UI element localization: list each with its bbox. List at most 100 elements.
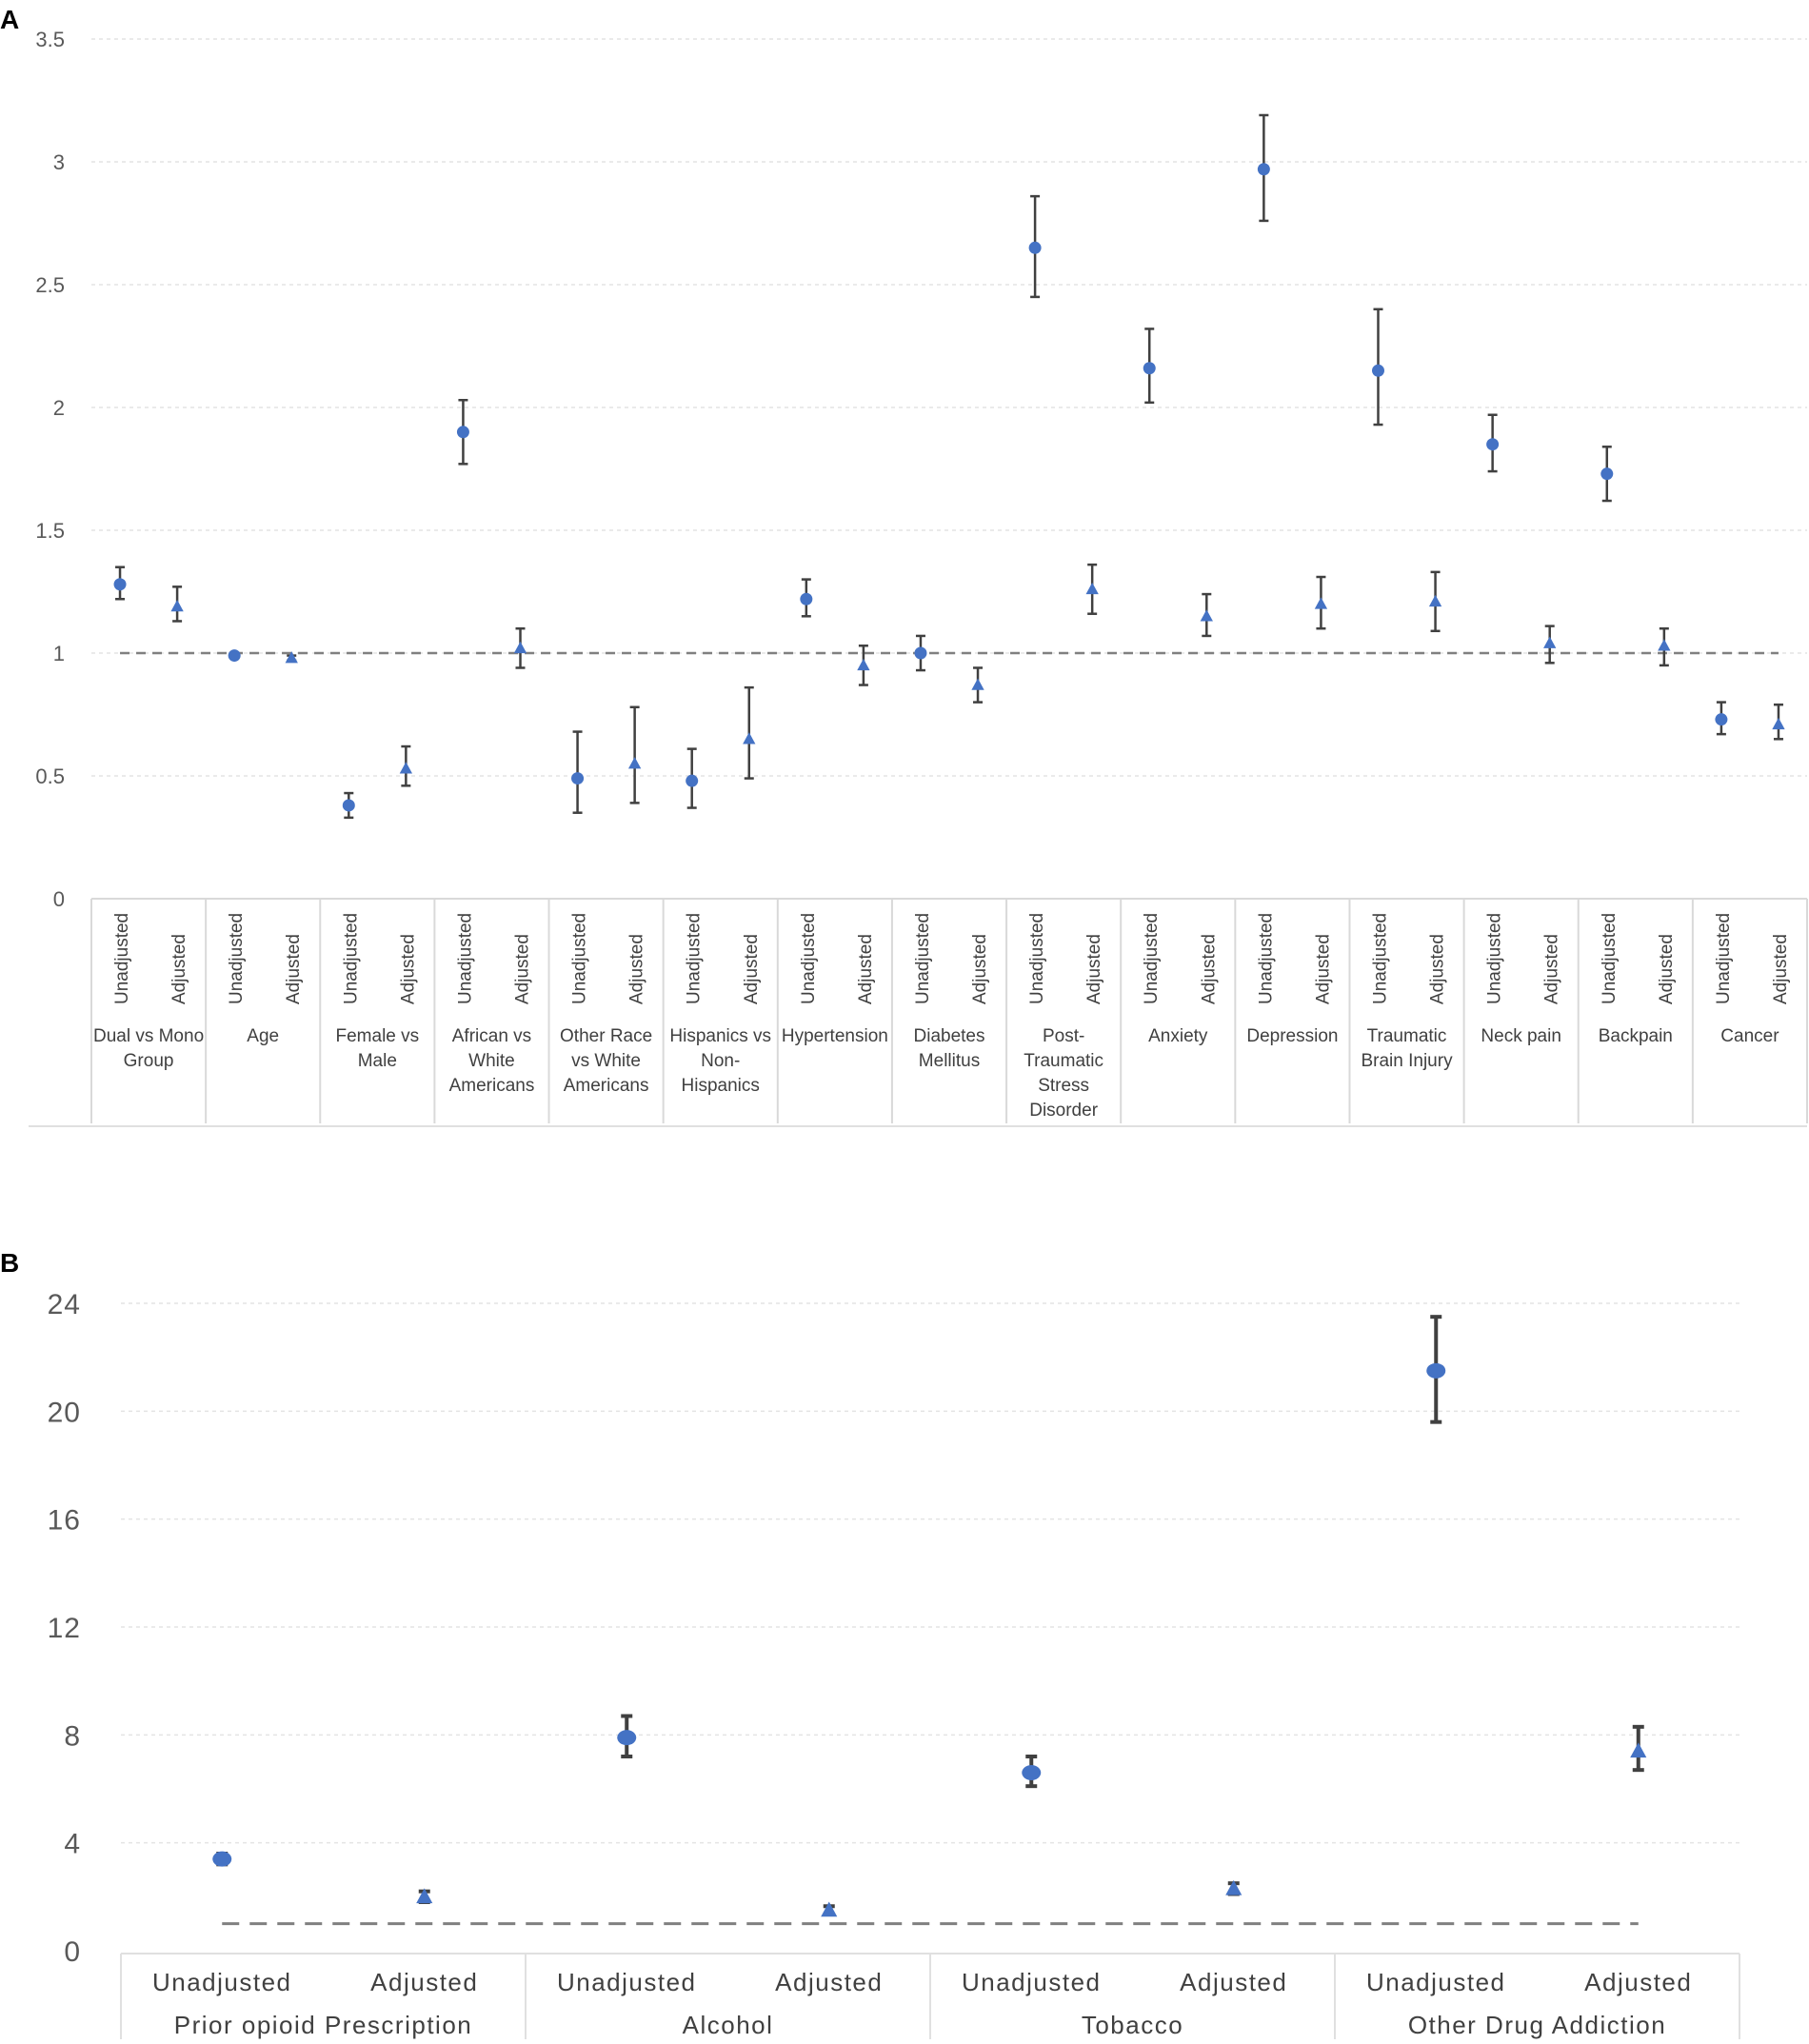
category-label-line: Age [247,1026,279,1046]
sub-label: Adjusted [856,934,876,1004]
sub-label: Unadjusted [1600,913,1620,1004]
sub-label: Unadjusted [455,913,475,1004]
y-tick-label: 20 [48,1397,81,1428]
category-label-line: Group [124,1051,174,1071]
category-label-line: White [468,1051,515,1071]
category-label-line: Americans [449,1076,535,1096]
sub-label: Adjusted [775,1968,883,1996]
y-tick-label: 1 [53,642,65,665]
category-label-line: Mellitus [919,1051,980,1071]
sub-label: Unadjusted [227,913,247,1004]
category-label: Dual vs Mono Group [93,1026,204,1071]
category-label: Other Drug Addiction [1408,2011,1666,2039]
category-label-line: Post- [1043,1026,1084,1046]
y-tick-label: 4 [64,1829,81,1860]
gridlines-a [91,38,1807,777]
point-unadjusted [113,578,127,591]
sub-label: Unadjusted [1485,913,1505,1004]
point-unadjusted [686,774,699,787]
category-label-line: Cancer [1720,1026,1779,1046]
point-adjusted [285,651,298,664]
sub-label: Unadjusted [1366,1968,1506,1996]
point-adjusted [627,757,642,769]
sub-label: Adjusted [1428,934,1448,1004]
sub-label: Unadjusted [685,913,705,1004]
category-label-line: Neck pain [1481,1026,1561,1046]
point-unadjusted [617,1730,637,1746]
sub-label: Adjusted [1180,1968,1287,1996]
category-label: Age [247,1026,279,1046]
y-tick-label: 2.5 [35,273,65,297]
category-label: Other Race vs White Americans [560,1026,652,1096]
category-label-line: Depression [1246,1026,1338,1046]
point-adjusted [1200,609,1213,622]
category-label: Hypertension [782,1026,888,1046]
category-label: Tobacco [1082,2011,1183,2039]
sub-label: Adjusted [1657,934,1677,1004]
category-label-line: Hispanics vs [669,1026,771,1046]
sub-label: Unadjusted [341,913,361,1004]
point-unadjusted [342,799,355,812]
category-label-line: Traumatic [1367,1026,1447,1046]
category-label: Backpain [1599,1026,1673,1046]
sub-label: Adjusted [169,934,189,1004]
point-unadjusted [1028,241,1042,254]
category-label-line: vs White [571,1051,641,1071]
y-ticks-b: 0 4 8 12 16 20 24 [48,1289,81,1968]
point-unadjusted [800,592,813,605]
point-unadjusted [1022,1765,1042,1780]
point-adjusted [1543,636,1557,648]
point-unadjusted [1600,467,1614,481]
point-adjusted [971,678,984,690]
sub-label: Adjusted [627,934,647,1004]
category-label-line: Other Race [560,1026,652,1046]
category-label-line: Anxiety [1148,1026,1208,1046]
category-label-line: African vs [452,1026,531,1046]
sub-label: Adjusted [1199,934,1219,1004]
y-tick-label: 0 [64,1936,81,1968]
sub-label: Adjusted [1771,934,1791,1004]
sub-label: Unadjusted [570,913,590,1004]
sub-label: Adjusted [1542,934,1562,1004]
point-adjusted [1772,717,1785,730]
category-label-line: Americans [564,1076,649,1096]
sub-label: Unadjusted [913,913,933,1004]
category-axis-b: Unadjusted Adjusted Prior opioid Prescript… [120,1953,1740,2039]
point-unadjusted [1143,362,1156,375]
category-label-line: Traumatic [1024,1051,1103,1071]
data-marks-a [113,113,1785,820]
category-axis-a: Unadjusted Adjusted Dual vs Mono Group Unadj… [29,899,1808,1127]
sub-label: Adjusted [1313,934,1333,1004]
point-adjusted [821,1901,838,1917]
category-label: Female vs Male [336,1026,420,1071]
y-tick-label: 0 [53,887,65,911]
point-unadjusted [1372,364,1384,377]
point-adjusted [857,658,870,671]
sub-label: Unadjusted [962,1968,1102,1996]
y-tick-label: 16 [48,1505,81,1537]
sub-label: Unadjusted [799,913,819,1004]
y-tick-label: 2 [53,396,65,420]
category-label: Neck pain [1481,1026,1561,1046]
sub-label: Unadjusted [1027,913,1047,1004]
y-tick-label: 3 [53,150,65,174]
point-adjusted [1085,582,1099,595]
category-label: Traumatic Brain Injury [1361,1026,1453,1071]
point-adjusted [743,732,756,744]
sub-label: Adjusted [742,934,762,1004]
point-unadjusted [571,772,585,785]
sub-label: Adjusted [1584,1968,1692,1996]
point-adjusted [416,1888,433,1904]
category-label: Hispanics vs Non- Hispanics [669,1026,771,1096]
y-tick-label: 1.5 [35,519,65,543]
category-label-line: Hispanics [682,1076,760,1096]
sub-label: Unadjusted [1714,913,1734,1004]
panel-a: A 0 0.5 1 1.5 2 2.5 3 3.5 Unadjusted Adjusted Dual … [0,5,1808,1127]
y-tick-label: 12 [48,1613,81,1644]
sub-label: Unadjusted [1371,913,1391,1004]
sub-label: Adjusted [398,934,418,1004]
y-ticks-a: 0 0.5 1 1.5 2 2.5 3 3.5 [35,28,65,911]
category-label: African vs White Americans [449,1026,535,1096]
point-unadjusted [914,646,927,660]
category-label-line: Dual vs Mono [93,1026,204,1046]
